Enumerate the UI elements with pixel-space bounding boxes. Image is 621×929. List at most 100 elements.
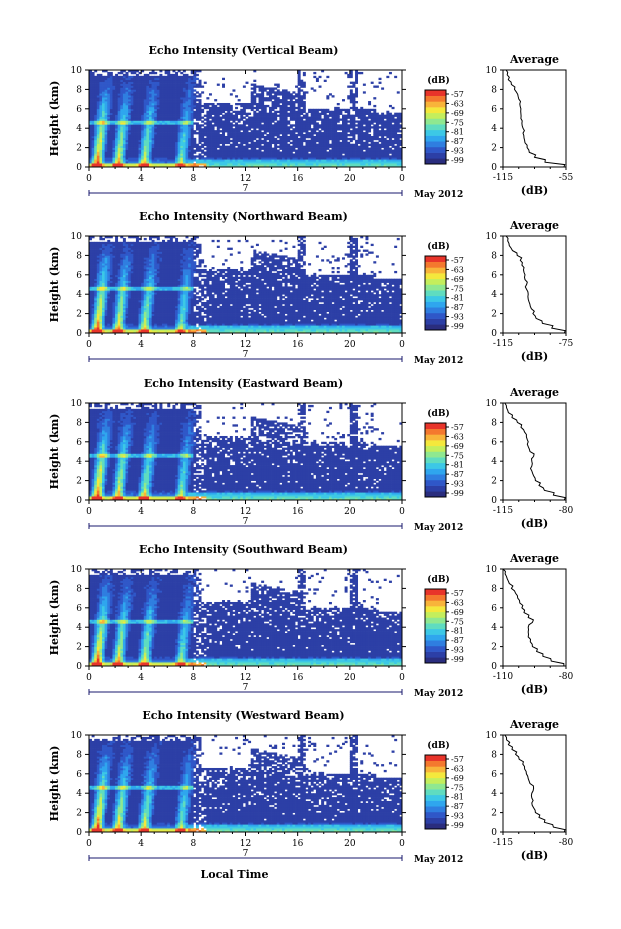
heatmap-cell xyxy=(109,75,113,79)
heatmap-cell xyxy=(154,165,158,168)
heatmap-cell xyxy=(172,116,176,119)
heatmap-cell xyxy=(164,141,168,145)
heatmap-cell xyxy=(339,124,343,127)
heatmap-cell xyxy=(148,101,152,104)
heatmap-cell xyxy=(125,95,129,98)
heatmap-cell xyxy=(91,241,95,245)
colorbar-swatch xyxy=(425,158,446,165)
colorbar-tick-label: -75 xyxy=(451,118,464,127)
heatmap-cell xyxy=(107,149,111,152)
heatmap-cell xyxy=(300,108,304,112)
heatmap-cell xyxy=(203,81,207,84)
heatmap-cell xyxy=(109,137,113,141)
heatmap-cell xyxy=(96,147,100,150)
heatmap-cell xyxy=(120,71,124,75)
heatmap-cell xyxy=(91,128,95,131)
heatmap-cell xyxy=(169,139,173,143)
heatmap-cell xyxy=(169,99,173,102)
heatmap-cell xyxy=(99,110,103,114)
heatmap-cell xyxy=(99,87,103,90)
heatmap-cell xyxy=(175,135,179,139)
heatmap-cell xyxy=(89,97,92,100)
heatmap-cell xyxy=(135,139,139,143)
heatmap-cell xyxy=(362,141,366,145)
heatmap-cell xyxy=(148,79,152,82)
heatmap-cell xyxy=(313,135,317,139)
heatmap-cell xyxy=(122,145,126,148)
heatmap-cell xyxy=(115,85,119,88)
heatmap-cell xyxy=(159,126,163,129)
heatmap-cell xyxy=(167,153,171,156)
heatmap-cell xyxy=(133,116,137,119)
heatmap-cell xyxy=(104,151,108,154)
y-tick-label: 2 xyxy=(76,144,82,154)
heatmap-cell xyxy=(162,165,165,168)
heatmap-cell xyxy=(112,104,116,108)
heatmap-cell xyxy=(143,159,147,162)
heatmap-cell xyxy=(315,132,319,135)
heatmap-cell xyxy=(242,145,246,148)
heatmap-cell xyxy=(159,118,163,121)
heatmap-cell xyxy=(99,75,103,79)
heatmap-cell xyxy=(117,85,121,88)
heatmap-cell xyxy=(109,83,113,86)
heatmap-cell xyxy=(115,161,119,164)
heatmap-cell xyxy=(96,135,100,139)
heatmap-cell xyxy=(167,124,171,127)
heatmap-cell xyxy=(302,101,306,104)
heatmap-cell xyxy=(112,145,116,148)
heatmap-cell xyxy=(357,108,361,112)
heatmap-cell xyxy=(133,122,137,125)
heatmap-cell xyxy=(156,153,160,156)
heatmap-cell xyxy=(151,104,155,108)
heatmap-cell xyxy=(96,108,100,112)
heatmap-cell xyxy=(89,143,92,147)
heatmap-cell xyxy=(109,93,113,96)
heatmap-cell xyxy=(162,163,165,166)
heatmap-cell xyxy=(117,95,121,98)
heatmap-cell xyxy=(133,110,137,114)
heatmap-cell xyxy=(107,95,111,98)
heatmap-cell xyxy=(99,128,103,131)
heatmap-cell xyxy=(130,130,134,133)
heatmap-cell xyxy=(107,104,111,108)
heatmap-cell xyxy=(143,139,147,143)
heatmap-cell xyxy=(122,165,126,168)
heatmap-cell xyxy=(115,137,119,141)
heatmap-cell xyxy=(122,104,126,108)
heatmap-cell xyxy=(195,155,199,158)
heatmap-cell xyxy=(99,159,103,162)
heatmap-cell xyxy=(308,116,312,119)
heatmap-cell xyxy=(159,132,163,135)
heatmap-cell xyxy=(349,106,353,110)
heatmap-cell xyxy=(172,101,176,104)
heatmap-cell xyxy=(167,122,171,125)
x-tick-label: 8 xyxy=(190,174,196,184)
heatmap-cell xyxy=(115,83,119,86)
heatmap-cell xyxy=(279,99,283,102)
heatmap-cell xyxy=(141,128,145,131)
heatmap-cell xyxy=(352,81,356,84)
heatmap-cell xyxy=(109,145,113,148)
heatmap-cell xyxy=(94,124,98,127)
heatmap-cell xyxy=(344,114,348,117)
heatmap-cell xyxy=(133,91,137,94)
heatmap-cell xyxy=(128,141,132,145)
heatmap-cell xyxy=(130,141,134,145)
heatmap-cell xyxy=(266,112,270,115)
heatmap-cell xyxy=(138,163,142,166)
heatmap-cell xyxy=(195,77,199,81)
heatmap-cell xyxy=(172,128,176,131)
heatmap-cell xyxy=(99,97,103,100)
heatmap-cell xyxy=(130,139,134,143)
heatmap-cell xyxy=(120,161,124,164)
heatmap-cell xyxy=(96,75,100,79)
heatmap-cell xyxy=(169,134,173,137)
heatmap-cell xyxy=(135,155,139,158)
heatmap-cell xyxy=(107,73,111,77)
heatmap-cell xyxy=(133,81,137,84)
heatmap-cell xyxy=(138,83,142,86)
heatmap-cell xyxy=(130,89,134,92)
heatmap-cell xyxy=(135,110,139,114)
heatmap-cell xyxy=(292,101,296,104)
